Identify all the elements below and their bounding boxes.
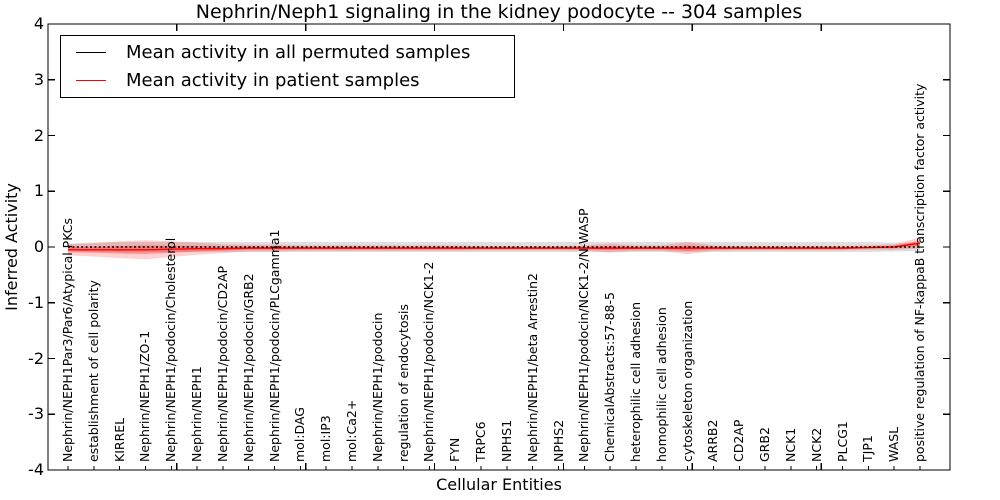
x-tick-label: FYN [447,437,463,462]
y-tick-label: 1 [33,181,44,201]
y-tick-label: 3 [33,69,44,89]
legend-item-permuted: Mean activity in all permuted samples [61,42,514,63]
permuted-line-swatch [76,52,106,54]
y-tick-label: -1 [28,292,44,312]
x-tick-label: Nephrin/NEPH1/podocin/PLCgamma1 [266,229,282,462]
x-tick-label: Nephrin/NEPH1Par3/Par6/Atypical PKCs [60,218,75,462]
x-tick-label: Nephrin/NEPH1/beta Arrestin2 [524,273,540,462]
legend: Mean activity in all permuted samples Me… [60,35,515,98]
legend-label-permuted: Mean activity in all permuted samples [126,42,471,64]
y-axis-label: Inferred Activity [2,183,21,311]
x-tick-label: Nephrin/NEPH1/podocin/GRB2 [240,273,256,462]
x-tick-label: GRB2 [757,427,773,462]
x-tick-label: NPHS2 [550,419,566,462]
legend-item-patient: Mean activity in patient samples [61,70,514,91]
x-tick-label: CD2AP [731,419,747,462]
x-tick-label: heterophilic cell adhesion [628,301,643,462]
y-tick-label: -4 [28,460,44,479]
legend-label-patient: Mean activity in patient samples [126,69,420,91]
y-tick-label: 4 [33,14,44,33]
x-tick-label: positive regulation of NF-kappaB transcr… [912,83,927,462]
x-tick-label: mol:Ca2+ [344,399,359,462]
x-tick-label: Nephrin/NEPH1/podocin [369,312,385,462]
x-tick-label: TRPC6 [473,421,489,462]
y-tick-label: 0 [33,237,44,256]
x-tick-label: regulation of endocytosis [395,304,411,462]
x-tick-label: Nephrin/NEPH1/podocin/NCK1-2/N-WASP [576,208,592,462]
chart-title: Nephrin/Neph1 signaling in the kidney po… [195,1,803,23]
x-tick-label: Nephrin/NEPH1/podocin/NCK1-2 [421,261,437,462]
x-tick-label: establishment of cell polarity [85,280,101,462]
x-tick-label: WASL [886,426,902,462]
x-tick-label: cytoskeleton organization [679,300,695,462]
y-tick-label: 2 [33,125,44,145]
x-tick-label: KIRREL [111,417,127,462]
x-axis-label: Cellular Entities [436,475,562,494]
x-tick-label: PLCG1 [834,421,850,462]
x-tick-label: Nephrin/NEPH1/podocin/CD2AP [214,265,230,462]
x-tick-label: TJP1 [860,435,876,462]
x-tick-label: Nephrin/NEPH1 [189,366,205,462]
patient-line-swatch [76,79,106,81]
x-tick-label: mol:IP3 [318,415,334,462]
x-tick-label: NCK2 [808,427,824,462]
x-tick-label: Nephrin/NEPH1/podocin/Cholesterol [163,237,179,462]
x-tick-label: NCK1 [782,427,798,462]
x-tick-label: homophilic cell adhesion [653,307,669,462]
x-tick-label: ChemicalAbstracts:57-88-5 [602,292,618,462]
x-tick-label: NPHS1 [498,419,514,462]
y-tick-label: -2 [28,348,44,368]
x-tick-label: ARRB2 [705,419,721,462]
x-tick-label: mol:DAG [292,407,308,462]
x-tick-label: Nephrin/NEPH1/ZO-1 [137,330,153,462]
y-tick-label: -3 [28,404,44,424]
